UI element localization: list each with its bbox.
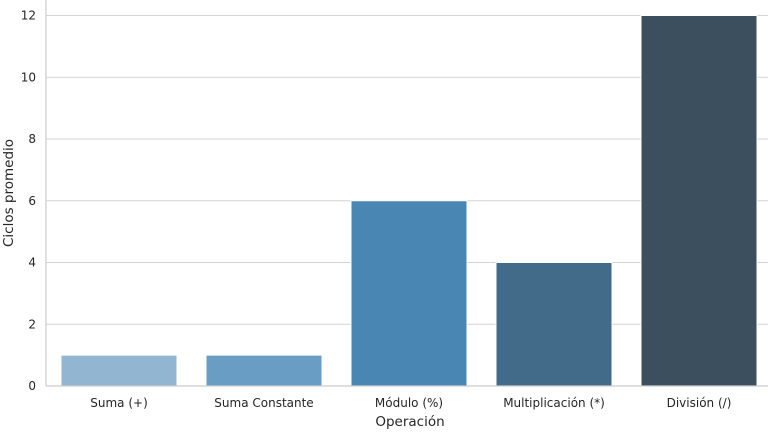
x-axis-label: Operación — [375, 414, 444, 430]
y-tick-label: 8 — [28, 132, 36, 146]
x-tick-label: Módulo (%) — [375, 396, 443, 410]
y-tick-label: 2 — [28, 317, 36, 331]
x-tick-label: Suma (+) — [90, 396, 148, 410]
bar — [495, 262, 613, 387]
x-tick-label: Multiplicación (*) — [503, 396, 605, 410]
y-tick-label: 12 — [21, 9, 36, 23]
y-tick-label: 6 — [28, 194, 36, 208]
y-tick-label: 10 — [21, 70, 36, 84]
x-tick-label: Suma Constante — [214, 396, 313, 410]
y-tick-label: 0 — [28, 379, 36, 393]
bar — [640, 15, 758, 387]
x-tick-label: División (/) — [667, 396, 732, 410]
axes-spines — [45, 0, 768, 387]
y-axis-label: Ciclos promedio — [1, 139, 17, 247]
bar — [205, 354, 323, 387]
x-tick-labels: Suma (+) Suma Constante Módulo (%) Multipli… — [90, 396, 731, 410]
y-tick-label: 4 — [28, 256, 36, 270]
bars — [60, 15, 758, 387]
y-tick-labels: 0 2 4 6 8 10 12 — [21, 9, 36, 394]
bar — [60, 354, 178, 387]
bar — [350, 200, 468, 387]
